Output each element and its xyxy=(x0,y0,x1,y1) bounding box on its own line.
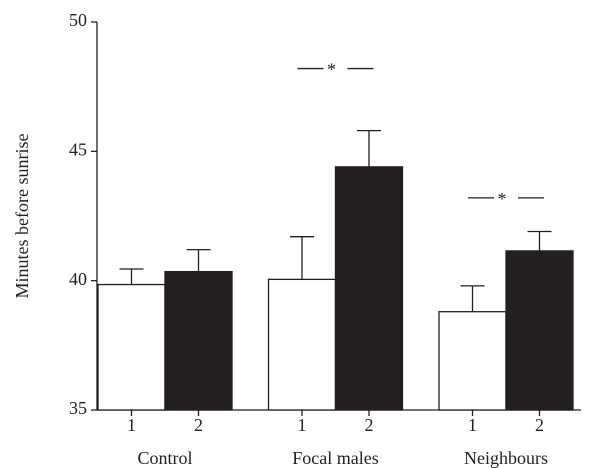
annotation: * xyxy=(327,60,336,80)
x-tick-label: 1 xyxy=(127,415,136,435)
y-tick-label: 35 xyxy=(69,398,87,418)
bar xyxy=(334,166,404,411)
x-tick-label: 2 xyxy=(194,415,203,435)
annotation: * xyxy=(498,189,507,209)
bar xyxy=(505,250,574,411)
bar xyxy=(438,311,507,411)
x-tick-label: 2 xyxy=(365,415,374,435)
x-tick-label: 1 xyxy=(468,415,477,435)
y-axis-label: Minutes before sunrise xyxy=(12,134,32,299)
group-label: Focal males xyxy=(292,448,378,468)
bar xyxy=(97,283,166,411)
group-label: Control xyxy=(137,448,192,468)
y-tick-label: 50 xyxy=(69,10,87,30)
x-tick-label: 1 xyxy=(298,415,307,435)
bar xyxy=(164,270,233,411)
y-tick-label: 40 xyxy=(69,269,87,289)
x-tick-label: 2 xyxy=(535,415,544,435)
bar xyxy=(267,278,337,411)
y-tick-label: 45 xyxy=(69,139,87,159)
group-label: Neighbours xyxy=(464,448,548,468)
